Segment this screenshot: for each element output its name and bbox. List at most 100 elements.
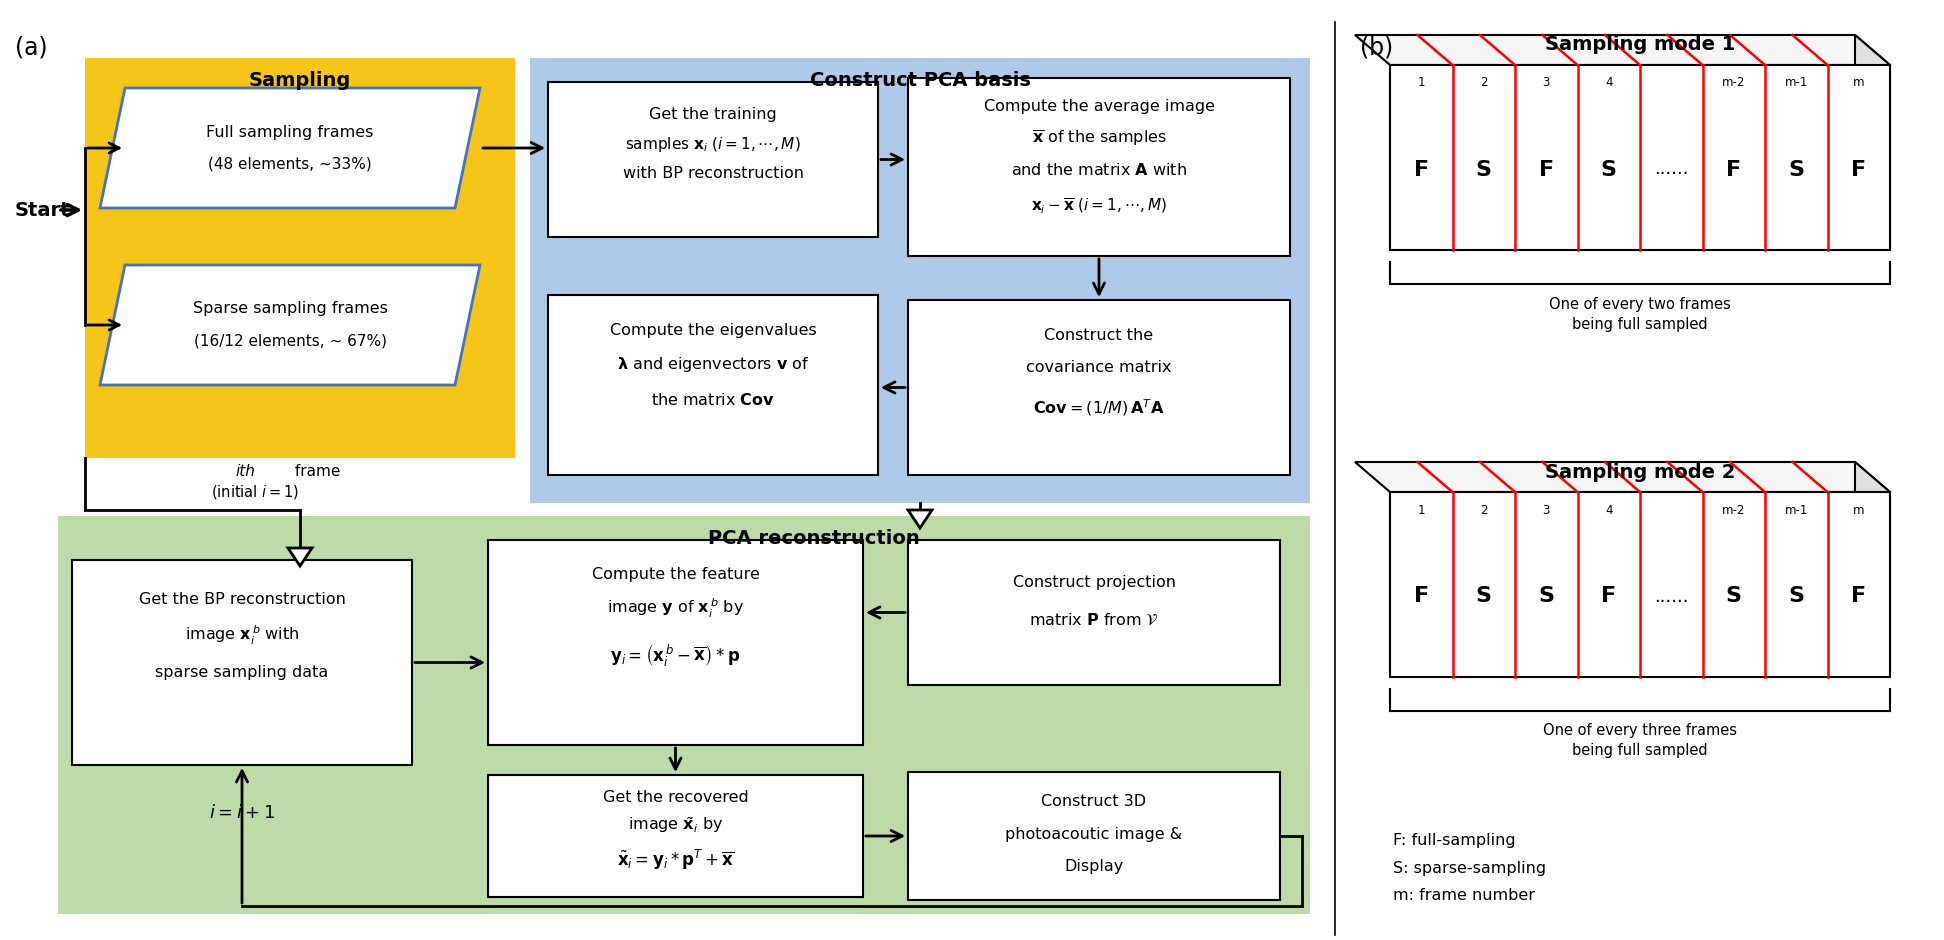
Text: S: S (1475, 160, 1491, 180)
Text: $\boldsymbol{\lambda}$ and eigenvectors $\mathbf{v}$ of: $\boldsymbol{\lambda}$ and eigenvectors … (616, 355, 809, 374)
Text: m-1: m-1 (1785, 504, 1808, 516)
Text: F: F (1602, 587, 1615, 606)
Text: image $\mathbf{y}$ of $\mathbf{x}_i^{\,b}$ by: image $\mathbf{y}$ of $\mathbf{x}_i^{\,b… (607, 596, 745, 619)
Polygon shape (1355, 35, 1890, 65)
Text: S: S (1788, 587, 1804, 606)
Text: F: F (1413, 587, 1429, 606)
Text: ......: ...... (1654, 161, 1689, 179)
Text: F: F (1851, 160, 1866, 180)
Polygon shape (99, 88, 480, 208)
Bar (908, 78, 1291, 256)
Text: Get the BP reconstruction: Get the BP reconstruction (138, 592, 346, 607)
Text: $i=i+1$: $i=i+1$ (210, 804, 274, 822)
Text: m: m (1853, 504, 1864, 516)
Text: F: F (1851, 587, 1866, 606)
Text: (a): (a) (16, 35, 47, 59)
Text: Start: Start (16, 200, 70, 220)
Bar (548, 82, 879, 237)
Text: F: F (1540, 160, 1553, 180)
Text: matrix $\mathbf{P}$ from $\mathcal{V}$: matrix $\mathbf{P}$ from $\mathcal{V}$ (1028, 612, 1159, 628)
Text: 1: 1 (1417, 504, 1425, 516)
Text: 1: 1 (1417, 76, 1425, 89)
Text: S: S (1475, 587, 1491, 606)
Text: Sampling: Sampling (249, 70, 352, 89)
Bar (488, 775, 863, 897)
Text: F: F (1413, 160, 1429, 180)
Bar (531, 58, 1310, 503)
Text: being full sampled: being full sampled (1573, 317, 1709, 332)
Text: the matrix $\mathbf{Cov}$: the matrix $\mathbf{Cov}$ (651, 392, 776, 408)
Text: samples $\mathbf{x}_i$ $(i=1,\cdots,M)$: samples $\mathbf{x}_i$ $(i=1,\cdots,M)$ (626, 134, 801, 153)
Text: F: full-sampling: F: full-sampling (1394, 833, 1516, 848)
Text: Construct the: Construct the (1044, 327, 1153, 342)
Text: image $\mathbf{x}_i^{\,b}$ with: image $\mathbf{x}_i^{\,b}$ with (185, 623, 299, 647)
Text: m-2: m-2 (1722, 76, 1746, 89)
Text: Construct projection: Construct projection (1013, 574, 1176, 589)
Bar (58, 516, 1310, 914)
Bar (548, 295, 879, 475)
Text: PCA reconstruction: PCA reconstruction (708, 528, 920, 547)
Bar (908, 300, 1291, 475)
Text: (48 elements, ~33%): (48 elements, ~33%) (208, 156, 371, 171)
Polygon shape (1355, 462, 1890, 492)
Text: (initial $i=1$): (initial $i=1$) (210, 483, 299, 501)
Text: 2: 2 (1479, 504, 1487, 516)
Text: S: S (1788, 160, 1804, 180)
Text: Construct PCA basis: Construct PCA basis (809, 70, 1030, 89)
Text: S: S (1600, 160, 1617, 180)
Text: Get the recovered: Get the recovered (603, 790, 748, 805)
Text: $\mathbf{x}_i-\overline{\mathbf{x}}$ $(i=1,\cdots,M)$: $\mathbf{x}_i-\overline{\mathbf{x}}$ $(i… (1030, 196, 1166, 215)
Text: S: S (1726, 587, 1742, 606)
Text: Get the training: Get the training (649, 106, 778, 121)
Text: photoacoutic image &: photoacoutic image & (1005, 826, 1182, 841)
Bar (1390, 492, 1890, 677)
Text: S: S (1538, 587, 1555, 606)
Polygon shape (908, 510, 931, 528)
Text: $\tilde{\mathbf{x}}_i=\mathbf{y}_i*\mathbf{p}^T+\overline{\mathbf{x}}$: $\tilde{\mathbf{x}}_i=\mathbf{y}_i*\math… (616, 848, 735, 872)
Text: m: frame number: m: frame number (1394, 888, 1536, 903)
Text: $\mathbf{Cov}=(1/M)\,\mathbf{A}^T\mathbf{A}$: $\mathbf{Cov}=(1/M)\,\mathbf{A}^T\mathbf… (1034, 398, 1164, 418)
Polygon shape (1855, 462, 1890, 677)
Text: sparse sampling data: sparse sampling data (156, 665, 329, 680)
Text: Compute the feature: Compute the feature (591, 568, 760, 583)
Text: Compute the average image: Compute the average image (984, 99, 1215, 114)
Bar (86, 58, 515, 458)
Text: Compute the eigenvalues: Compute the eigenvalues (610, 322, 816, 337)
Text: Construct 3D: Construct 3D (1042, 794, 1147, 809)
Text: being full sampled: being full sampled (1573, 744, 1709, 759)
Text: 3: 3 (1542, 504, 1549, 516)
Polygon shape (99, 265, 480, 385)
Bar (1390, 65, 1890, 250)
Text: m-1: m-1 (1785, 76, 1808, 89)
Text: frame: frame (290, 464, 340, 479)
Text: with BP reconstruction: with BP reconstruction (622, 166, 803, 181)
Text: Full sampling frames: Full sampling frames (206, 124, 373, 139)
Bar (908, 540, 1279, 685)
Polygon shape (288, 548, 311, 566)
Text: S: sparse-sampling: S: sparse-sampling (1394, 860, 1545, 875)
Text: One of every two frames: One of every two frames (1549, 296, 1730, 311)
Bar (488, 540, 863, 745)
Text: Display: Display (1065, 858, 1124, 873)
Text: (16/12 elements, ~ 67%): (16/12 elements, ~ 67%) (194, 334, 387, 349)
Text: F: F (1726, 160, 1742, 180)
Text: Sparse sampling frames: Sparse sampling frames (192, 302, 387, 317)
Text: One of every three frames: One of every three frames (1544, 724, 1738, 739)
Text: image $\tilde{\mathbf{x}}_i$ by: image $\tilde{\mathbf{x}}_i$ by (628, 815, 723, 835)
Text: ......: ...... (1654, 588, 1689, 605)
Text: and the matrix $\mathbf{A}$ with: and the matrix $\mathbf{A}$ with (1011, 162, 1188, 178)
Text: 3: 3 (1542, 76, 1549, 89)
Text: covariance matrix: covariance matrix (1026, 361, 1172, 375)
Text: (b): (b) (1361, 35, 1394, 59)
Text: 4: 4 (1606, 504, 1612, 516)
Bar (908, 772, 1279, 900)
Text: ith: ith (235, 464, 255, 479)
Polygon shape (1855, 35, 1890, 250)
Text: $\overline{\mathbf{x}}$ of the samples: $\overline{\mathbf{x}}$ of the samples (1032, 128, 1166, 148)
Text: 4: 4 (1606, 76, 1612, 89)
Text: m: m (1853, 76, 1864, 89)
Text: Sampling mode 2: Sampling mode 2 (1545, 462, 1736, 481)
Text: 2: 2 (1479, 76, 1487, 89)
Text: Sampling mode 1: Sampling mode 1 (1545, 36, 1736, 55)
Text: $\mathbf{y}_i=\left(\mathbf{x}_i^{\,b}-\overline{\mathbf{x}}\right)*\mathbf{p}$: $\mathbf{y}_i=\left(\mathbf{x}_i^{\,b}-\… (610, 642, 741, 668)
